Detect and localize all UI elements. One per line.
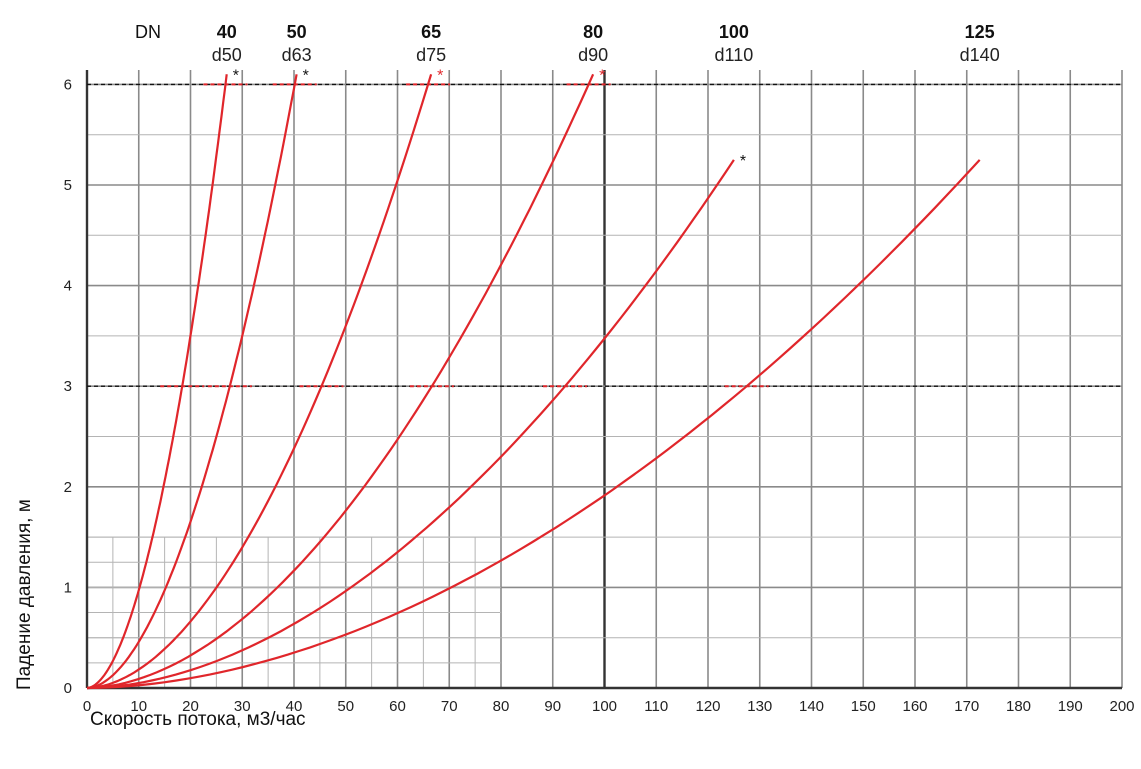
x-tick-110: 110	[644, 698, 668, 715]
x-tick-130: 130	[747, 698, 772, 715]
curve-dn-80	[86, 73, 595, 690]
star-marker-dn-50: *	[303, 67, 309, 84]
x-tick-120: 120	[695, 698, 720, 715]
diameter-label-40: d50	[212, 45, 242, 65]
x-tick-160: 160	[902, 698, 927, 715]
diameter-label-65: d75	[416, 45, 446, 65]
x-tick-60: 60	[389, 698, 406, 715]
curve-dn-65	[86, 73, 433, 690]
curve-dn-40	[86, 74, 228, 690]
star-marker-dn-40: *	[233, 67, 239, 84]
dn-label-100: 100	[719, 22, 749, 42]
x-tick-20: 20	[182, 698, 199, 715]
y-tick-0: 0	[64, 680, 72, 697]
star-marker-dn-80: *	[599, 67, 605, 84]
y-axis-title: Падение давления, м	[14, 499, 35, 690]
y-tick-1: 1	[64, 579, 72, 596]
x-tick-190: 190	[1058, 698, 1083, 715]
x-tick-50: 50	[337, 698, 354, 715]
x-tick-180: 180	[1006, 698, 1031, 715]
dn-label-65: 65	[421, 22, 441, 42]
curve-dn-50	[86, 74, 298, 690]
curves: * * * * *	[86, 67, 981, 690]
star-marker-dn-65: *	[437, 67, 443, 84]
x-tick-40: 40	[286, 698, 303, 715]
x-tick-30: 30	[234, 698, 251, 715]
x-tick-labels: 0 10 20 30 40 50 60 70 80 90 100 110 120 130 140 150 160…	[83, 698, 1135, 715]
y-tick-4: 4	[64, 278, 72, 295]
dn-label-125: 125	[965, 22, 995, 42]
y-tick-labels: 0 1 2 3 4 5 6	[64, 76, 72, 697]
x-tick-10: 10	[130, 698, 147, 715]
y-tick-6: 6	[64, 76, 72, 93]
diameter-label-100: d110	[715, 45, 754, 65]
x-tick-80: 80	[493, 698, 510, 715]
dn-label-80: 80	[583, 22, 603, 42]
x-tick-170: 170	[954, 698, 979, 715]
series-headers: DN 40 d50 50 d63 65 d75 80 d90 100 d110 125 d140	[135, 22, 1000, 65]
diameter-label-50: d63	[282, 45, 312, 65]
diameter-label-80: d90	[578, 45, 608, 65]
x-tick-70: 70	[441, 698, 458, 715]
y-tick-5: 5	[64, 177, 72, 194]
x-tick-100: 100	[592, 698, 617, 715]
reference-lines	[87, 83, 1122, 387]
dn-label-50: 50	[287, 22, 307, 42]
y-tick-3: 3	[64, 378, 72, 395]
x-tick-200: 200	[1109, 698, 1134, 715]
diameter-label-125: d140	[960, 45, 1000, 65]
x-tick-0: 0	[83, 698, 91, 715]
x-axis-title: Скорость потока, м3/час	[90, 709, 306, 730]
curve-dn-100	[86, 159, 735, 690]
dn-caption: DN	[135, 22, 161, 42]
grid	[85, 70, 1123, 690]
y-tick-2: 2	[64, 479, 72, 496]
dn-label-40: 40	[217, 22, 237, 42]
star-marker-dn-100: *	[740, 153, 746, 170]
x-tick-90: 90	[544, 698, 561, 715]
x-tick-150: 150	[851, 698, 876, 715]
x-tick-140: 140	[799, 698, 824, 715]
curve-dn-125	[86, 159, 981, 690]
